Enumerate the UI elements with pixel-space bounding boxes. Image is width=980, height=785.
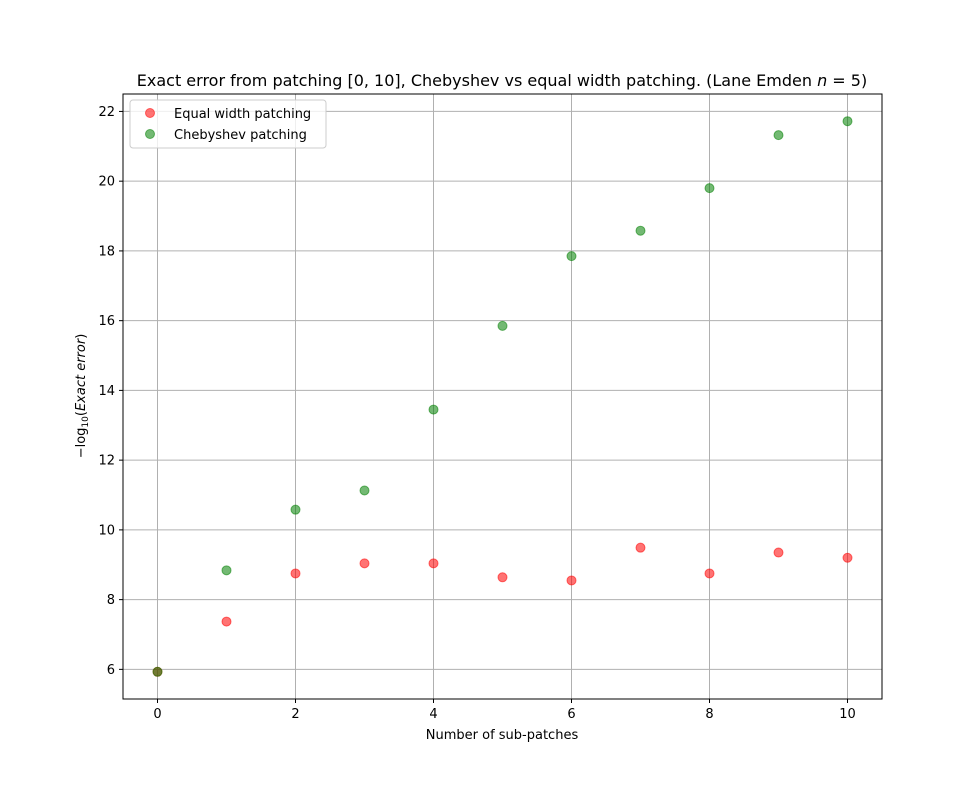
equal-width-point: [842, 552, 853, 563]
chebyshev-point: [704, 183, 715, 194]
equal-width-point: [428, 558, 439, 569]
chebyshev-point: [842, 116, 853, 127]
x-tick-label: 6: [567, 707, 575, 722]
y-axis-label: −log10(Exact error): [74, 334, 91, 459]
equal-width-point: [704, 568, 715, 579]
chebyshev-point: [773, 130, 784, 141]
legend-marker-equal-width: [145, 108, 155, 118]
equal-width-point: [290, 568, 301, 579]
y-tick-label: 18: [98, 244, 115, 259]
y-tick-label: 8: [107, 593, 115, 608]
y-tick-label: 22: [98, 105, 115, 120]
x-tick-label: 4: [429, 707, 437, 722]
x-tick-label: 2: [291, 707, 299, 722]
y-tick-label: 14: [98, 384, 115, 399]
y-tick-label: 6: [107, 663, 115, 678]
plot-frame: [122, 93, 883, 700]
equal-width-point: [773, 547, 784, 558]
x-axis-ticks: 0 2 4 6 8 10: [153, 699, 856, 722]
x-tick-label: 10: [839, 707, 856, 722]
equal-width-point: [497, 572, 508, 583]
chart-title: Exact error from patching [0, 10], Cheby…: [137, 71, 867, 90]
y-tick-label: 20: [98, 175, 115, 190]
grid-lines: [123, 94, 882, 699]
legend-label-equal-width: Equal width patching: [174, 107, 311, 122]
equal-width-point: [566, 575, 577, 586]
chebyshev-point: [497, 320, 508, 331]
equal-width-point: [359, 558, 370, 569]
y-tick-label: 10: [98, 523, 115, 538]
legend-box: [129, 99, 327, 149]
chebyshev-point: [221, 565, 232, 576]
chebyshev-point: [152, 666, 163, 677]
chebyshev-point: [428, 404, 439, 415]
x-axis-label: Number of sub-patches: [426, 728, 579, 743]
x-tick-label: 0: [153, 707, 161, 722]
equal-width-point: [635, 542, 646, 553]
chebyshev-point: [635, 225, 646, 236]
y-tick-label: 16: [98, 314, 115, 329]
equal-width-point: [221, 616, 232, 627]
data-points: [152, 116, 853, 677]
legend-label-chebyshev: Chebyshev patching: [174, 128, 307, 143]
chebyshev-point: [566, 251, 577, 262]
y-tick-label: 12: [98, 454, 115, 469]
x-tick-label: 8: [705, 707, 713, 722]
chebyshev-point: [290, 504, 301, 515]
chebyshev-point: [359, 485, 370, 496]
y-axis-ticks: 6 8 10 12 14 16 18 20 22: [98, 105, 123, 678]
legend: Equal width patching Chebyshev patching: [129, 99, 327, 149]
legend-marker-chebyshev: [145, 129, 155, 139]
